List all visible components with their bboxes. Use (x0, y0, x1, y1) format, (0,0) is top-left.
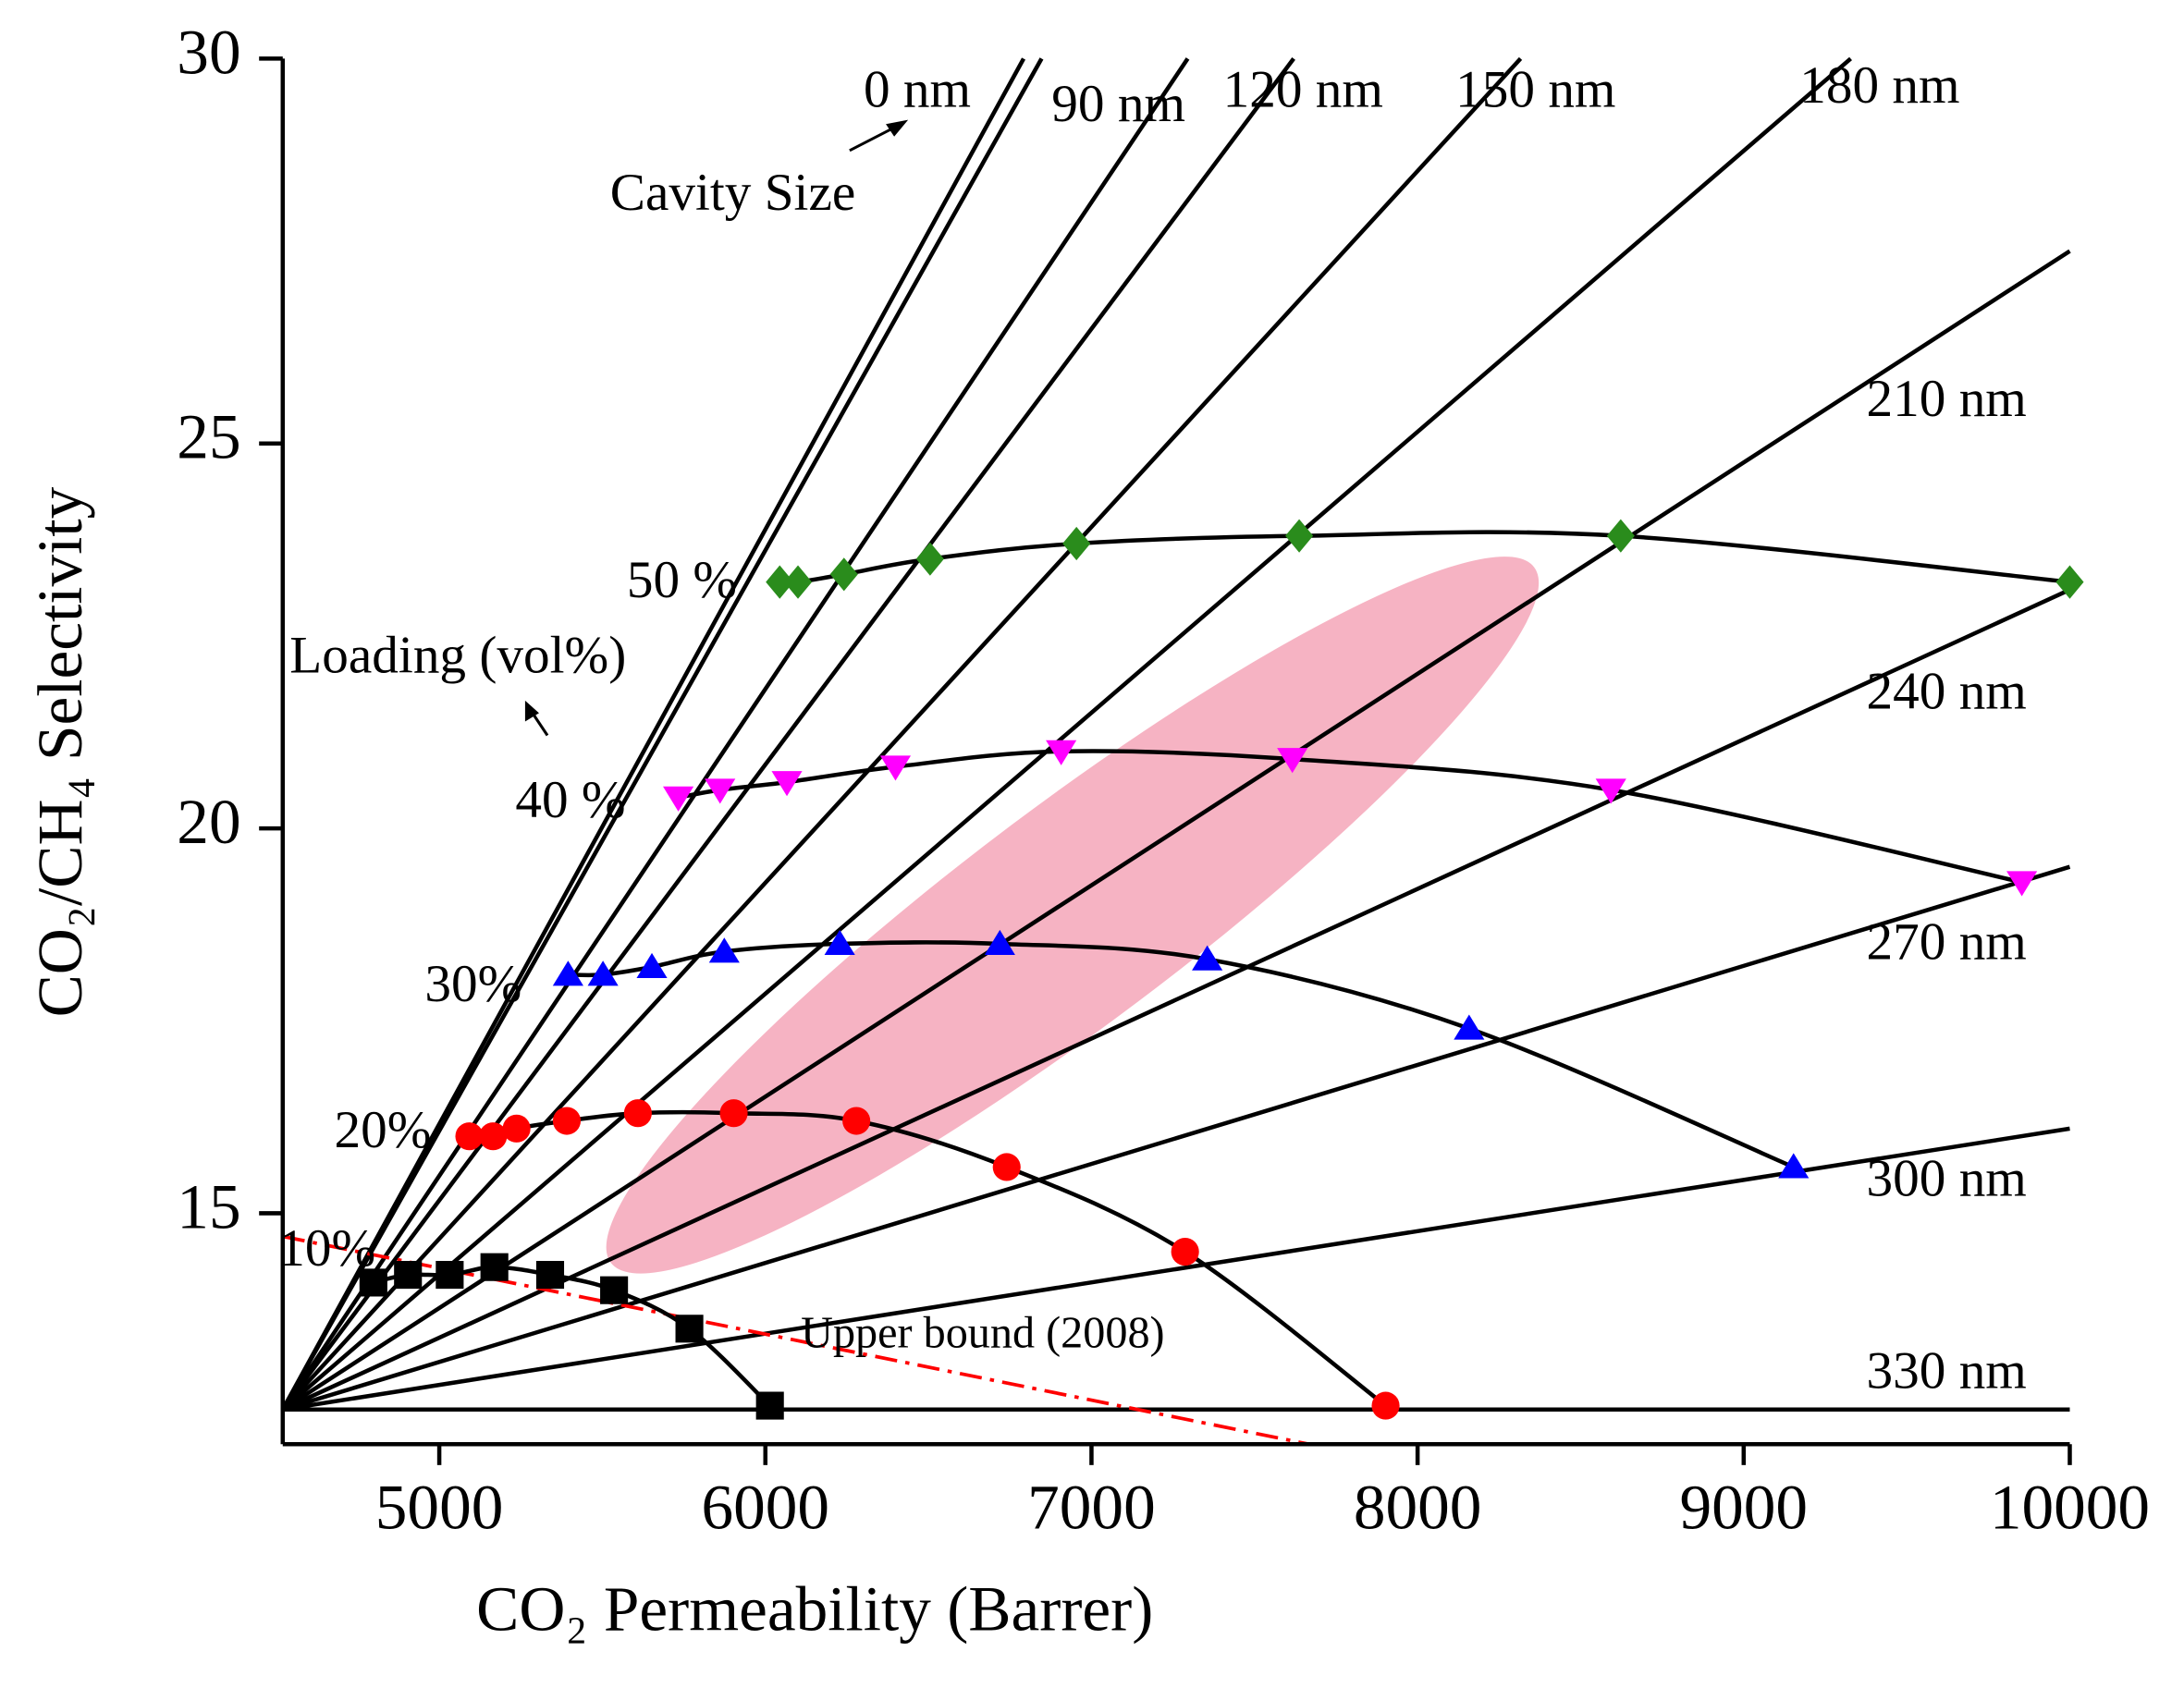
highlight-region (606, 557, 1540, 1274)
loading-marker (1778, 1153, 1810, 1179)
cavity-line (282, 1126, 2070, 1412)
loading-marker (480, 1253, 509, 1281)
cavity-line (281, 249, 2071, 1412)
loading-marker (2055, 565, 2084, 599)
loading-marker (915, 542, 944, 576)
loading-marker (455, 1122, 484, 1151)
loading-marker (623, 1099, 652, 1128)
loading-marker (1454, 1014, 1485, 1040)
loading-marker (708, 937, 740, 963)
loading-marker (824, 929, 855, 956)
annotation-arrowhead (886, 119, 909, 137)
cavity-line (280, 57, 1026, 1411)
plot-marks (280, 56, 2084, 1447)
cavity-label: 210 nm (1867, 370, 2027, 428)
loading-label: 10% (278, 1219, 375, 1278)
y-axis-title: CO₂/CH₄ Selectivity (24, 486, 95, 1017)
cavity-line (281, 587, 2071, 1412)
cavity-label: 90 nm (1051, 75, 1185, 133)
cavity-line (280, 57, 1044, 1411)
loading-marker (879, 755, 912, 781)
cavity-line (282, 864, 2071, 1412)
loading-marker (771, 771, 803, 797)
loading-marker (359, 1268, 387, 1297)
x-tick-label: 8000 (1354, 1471, 1482, 1542)
y-tick-label: 30 (177, 16, 240, 87)
loading-marker (2006, 871, 2038, 897)
loading-marker (1171, 1238, 1199, 1266)
loading-marker (719, 1099, 748, 1128)
loading-marker (992, 1153, 1021, 1181)
cavity-label: 300 nm (1867, 1150, 2027, 1208)
loading-marker (755, 1391, 784, 1420)
loading-marker (1277, 748, 1308, 774)
loading-marker (675, 1315, 704, 1343)
loading-marker (535, 1260, 565, 1290)
x-tick-label: 10000 (1990, 1471, 2150, 1542)
cavity-label: 180 nm (1799, 56, 1959, 115)
annotation: Loading (vol%) (289, 626, 626, 684)
loading-marker (436, 1260, 464, 1290)
loading-marker (984, 929, 1015, 956)
upper-bound-label: Upper bound (2008) (801, 1308, 1164, 1357)
loading-label: 30% (424, 955, 521, 1013)
loading-marker (1371, 1391, 1400, 1420)
cavity-line (280, 57, 1295, 1412)
cavity-label: 240 nm (1867, 662, 2027, 720)
loading-label: 50 % (627, 551, 737, 609)
loading-marker (1595, 778, 1626, 804)
loading-marker (1606, 519, 1635, 553)
loading-label: 40 % (515, 771, 625, 829)
cavity-label: 0 nm (864, 61, 971, 119)
y-tick-label: 25 (177, 401, 240, 472)
loading-marker (479, 1122, 508, 1151)
x-tick-label: 6000 (701, 1471, 829, 1542)
loading-marker (705, 778, 736, 804)
cavity-line (280, 57, 1190, 1411)
loading-label: 20% (335, 1101, 432, 1159)
x-tick-label: 9000 (1680, 1471, 1809, 1542)
cavity-label: 150 nm (1455, 61, 1615, 119)
loading-marker (600, 1276, 629, 1304)
annotation: Cavity Size (610, 164, 855, 222)
loading-marker (587, 960, 619, 986)
loading-marker (766, 565, 794, 599)
loading-curve (779, 530, 2070, 585)
x-tick-label: 5000 (375, 1471, 504, 1542)
y-tick-label: 20 (177, 786, 240, 857)
loading-marker (1192, 945, 1223, 971)
cavity-label: 120 nm (1223, 61, 1383, 119)
cavity-label: 270 nm (1867, 913, 2027, 972)
loading-marker (502, 1114, 531, 1143)
loading-marker (552, 960, 583, 986)
cavity-label: 330 nm (1867, 1342, 2027, 1401)
annotation-arrowhead (524, 700, 539, 722)
loading-marker (663, 786, 694, 812)
cavity-line (281, 56, 1852, 1412)
loading-marker (636, 952, 668, 979)
loading-marker (842, 1107, 871, 1135)
cavity-line (281, 56, 1523, 1412)
loading-marker (394, 1260, 423, 1290)
loading-marker (552, 1107, 582, 1135)
loading-marker (783, 565, 813, 599)
loading-curve (678, 749, 2023, 885)
x-axis-title: CO₂ Permeability (Barrer) (476, 1572, 1153, 1644)
y-tick-label: 15 (177, 1170, 240, 1242)
loading-marker (1046, 740, 1077, 765)
x-tick-label: 7000 (1027, 1471, 1156, 1542)
